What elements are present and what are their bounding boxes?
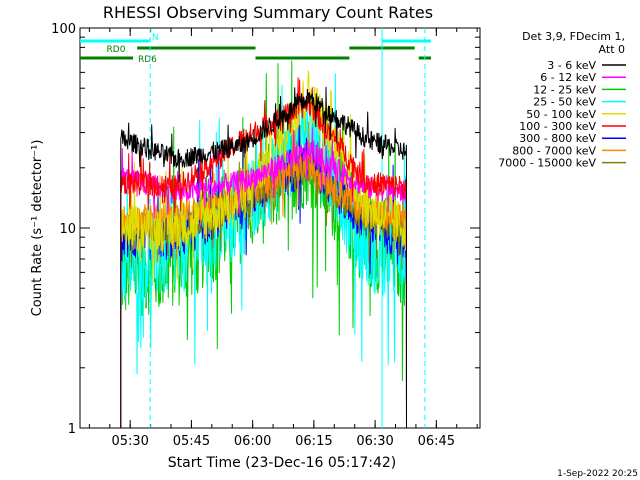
series-line: [120, 86, 407, 429]
x-tick-label: 06:45: [418, 434, 455, 449]
plot-area: 05:30 05:45 06:00 06:15 06:30 06:45 1 10 100 N RD0…: [51, 22, 481, 449]
legend-label: 3 - 6 keV: [547, 59, 596, 72]
chart-title: RHESSI Observing Summary Count Rates: [103, 3, 433, 22]
x-tick-label: 06:15: [295, 434, 332, 449]
legend-label: 25 - 50 keV: [533, 96, 596, 109]
flag-label-rd0: RD0: [107, 45, 126, 55]
legend-label: 50 - 100 keV: [526, 108, 596, 121]
flag-label-n: N: [152, 33, 159, 43]
legend-label: 100 - 300 keV: [519, 120, 596, 133]
legend-label: 12 - 25 keV: [533, 83, 596, 96]
timestamp: 1-Sep-2022 20:25: [557, 469, 638, 479]
x-tick-label: 06:00: [234, 434, 271, 449]
legend-label: 800 - 7000 keV: [512, 144, 596, 157]
legend-label: 7000 - 15000 keV: [498, 157, 596, 170]
legend-label: 300 - 800 keV: [519, 132, 596, 145]
y-axis-label: Count Rate (s⁻¹ detector⁻¹): [30, 140, 45, 317]
legend-label: 6 - 12 keV: [540, 71, 596, 84]
legend-header: Det 3,9, FDecim 1,: [522, 30, 625, 43]
series-line: [120, 127, 407, 429]
x-tick-label: 05:45: [173, 434, 210, 449]
x-axis-label: Start Time (23-Dec-16 05:17:42): [168, 455, 396, 471]
legend-header: Att 0: [599, 43, 625, 56]
y-tick-label: 1: [68, 422, 76, 437]
x-tick-label: 06:30: [356, 434, 393, 449]
flag-label-rd6: RD6: [138, 55, 157, 65]
x-tick-label: 05:30: [111, 434, 148, 449]
y-tick-label: 100: [51, 22, 76, 37]
y-tick-label: 10: [59, 222, 76, 237]
